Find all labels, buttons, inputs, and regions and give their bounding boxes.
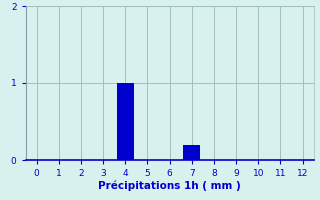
Bar [183,145,200,160]
Bar [117,83,134,160]
X-axis label: Précipitations 1h ( mm ): Précipitations 1h ( mm ) [98,181,241,191]
